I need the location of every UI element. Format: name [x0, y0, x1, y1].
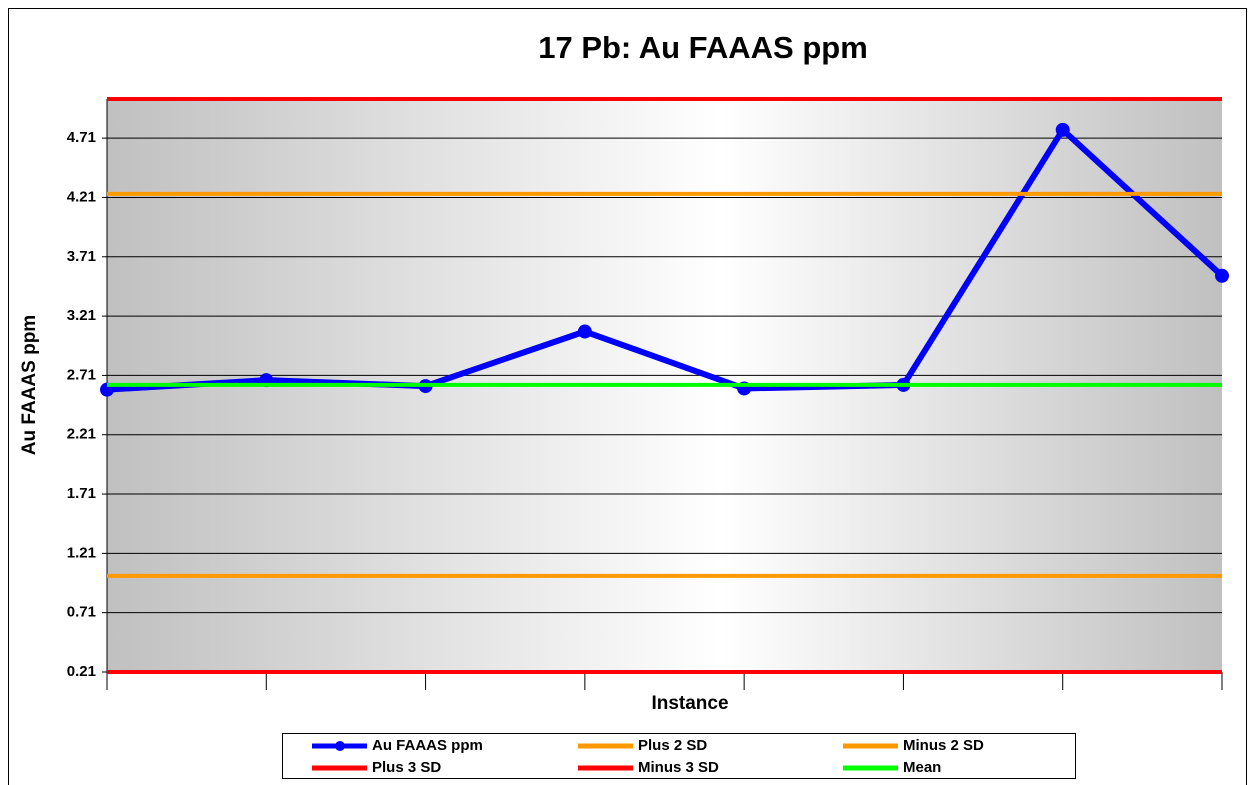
data-point	[1055, 122, 1070, 137]
data-point	[577, 324, 592, 339]
legend-label: Minus 3 SD	[638, 759, 719, 776]
legend-label: Plus 3 SD	[372, 759, 441, 776]
legend-marker	[335, 741, 345, 751]
legend	[282, 733, 1076, 779]
data-point	[1215, 268, 1229, 283]
y-tick-label: 0.71	[67, 604, 96, 621]
y-axis-label: Au FAAAS ppm	[19, 315, 40, 455]
y-tick-label: 1.71	[67, 485, 96, 502]
y-tick-label: 3.21	[67, 307, 96, 324]
legend-label: Mean	[903, 759, 941, 776]
y-tick-label: 2.71	[67, 366, 96, 383]
y-tick-label: 3.71	[67, 248, 96, 265]
y-tick-label: 2.21	[67, 426, 96, 443]
chart-title: 17 Pb: Au FAAAS ppm	[538, 30, 868, 65]
y-tick-label: 4.21	[67, 188, 96, 205]
legend-label: Minus 2 SD	[903, 737, 984, 754]
x-axis-label: Instance	[651, 693, 728, 714]
legend-label: Au FAAAS ppm	[372, 737, 483, 754]
y-tick-label: 0.21	[67, 663, 96, 680]
y-tick-label: 4.71	[67, 129, 96, 146]
series-line	[106, 126, 1225, 393]
y-tick-label: 1.21	[67, 544, 96, 561]
legend-label: Plus 2 SD	[638, 737, 707, 754]
